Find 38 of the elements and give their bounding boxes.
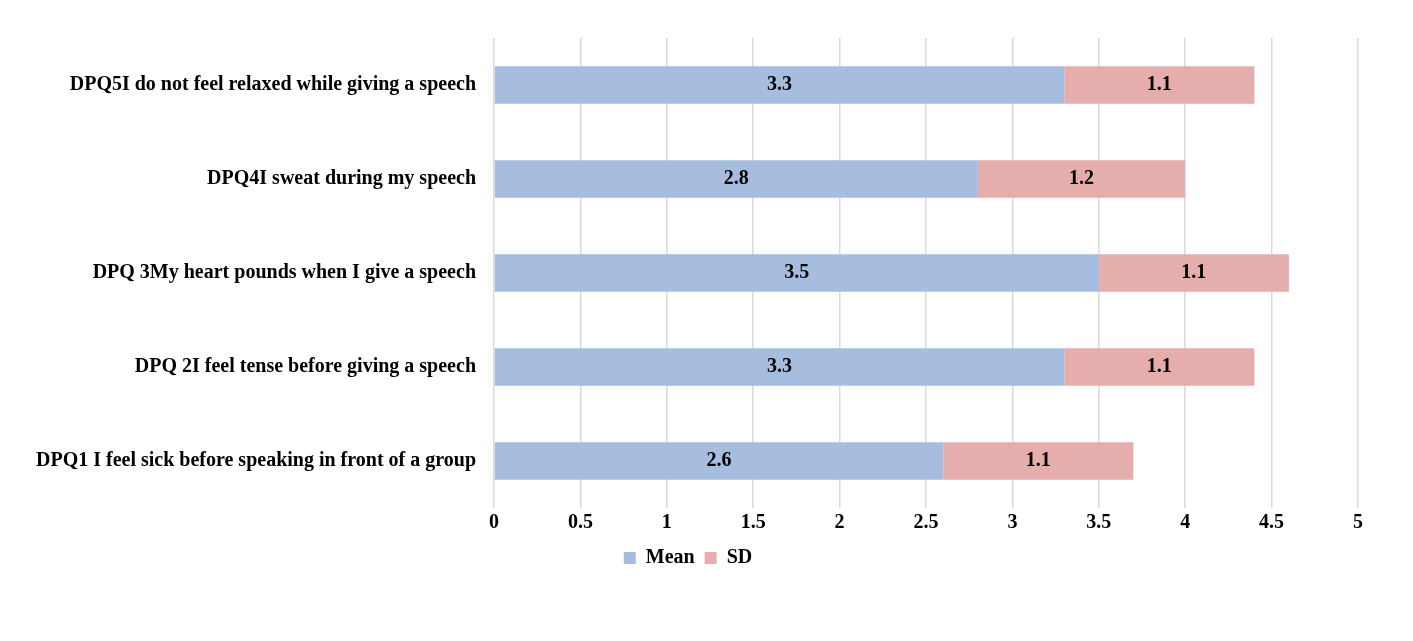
x-tick-label: 4 [1180,510,1191,533]
x-tick-label: 0.5 [567,510,593,533]
legend-label: Mean [645,545,695,568]
x-tick-label: 2 [834,510,845,533]
data-label: 1.1 [1181,260,1207,283]
data-label: 3.3 [767,72,792,95]
bar [494,254,1099,292]
y-tick-label: DPQ4I sweat during my speech [207,166,477,190]
bar [977,160,1186,198]
x-tick-label: 3 [1007,510,1018,533]
bar [1064,66,1255,104]
bar [494,442,944,480]
y-tick-label: DPQ1 I feel sick before speaking in front of a group [35,448,477,472]
bar [494,348,1065,386]
data-label: 3.5 [784,260,810,283]
x-tick-label: 1.5 [740,510,766,533]
x-tick-label: 5 [1353,510,1363,533]
y-tick-label: DPQ 3My heart pounds when I give a speech [92,260,477,284]
x-tick-label: 3.5 [1086,510,1112,533]
x-tick-label: 4.5 [1259,510,1285,533]
data-label: 2.8 [723,166,749,189]
data-label: 1.2 [1069,166,1095,189]
bar [494,66,1065,104]
data-label: 1.1 [1146,354,1172,377]
data-label: 2.6 [706,448,732,471]
data-label: 1.1 [1146,72,1172,95]
y-tick-label: DPQ 2I feel tense before giving a speech [134,354,477,378]
data-label: 3.3 [767,354,792,377]
legend-label: SD [726,545,753,568]
bar [943,442,1134,480]
x-tick-label: 1 [661,510,672,533]
y-tick-label: DPQ5I do not feel relaxed while giving a speech [69,72,477,96]
bar [1098,254,1289,292]
data-label: 1.1 [1025,448,1051,471]
bar [1064,348,1255,386]
x-tick-label: 0 [489,510,500,533]
x-tick-label: 2.5 [913,510,939,533]
bar [494,160,978,198]
